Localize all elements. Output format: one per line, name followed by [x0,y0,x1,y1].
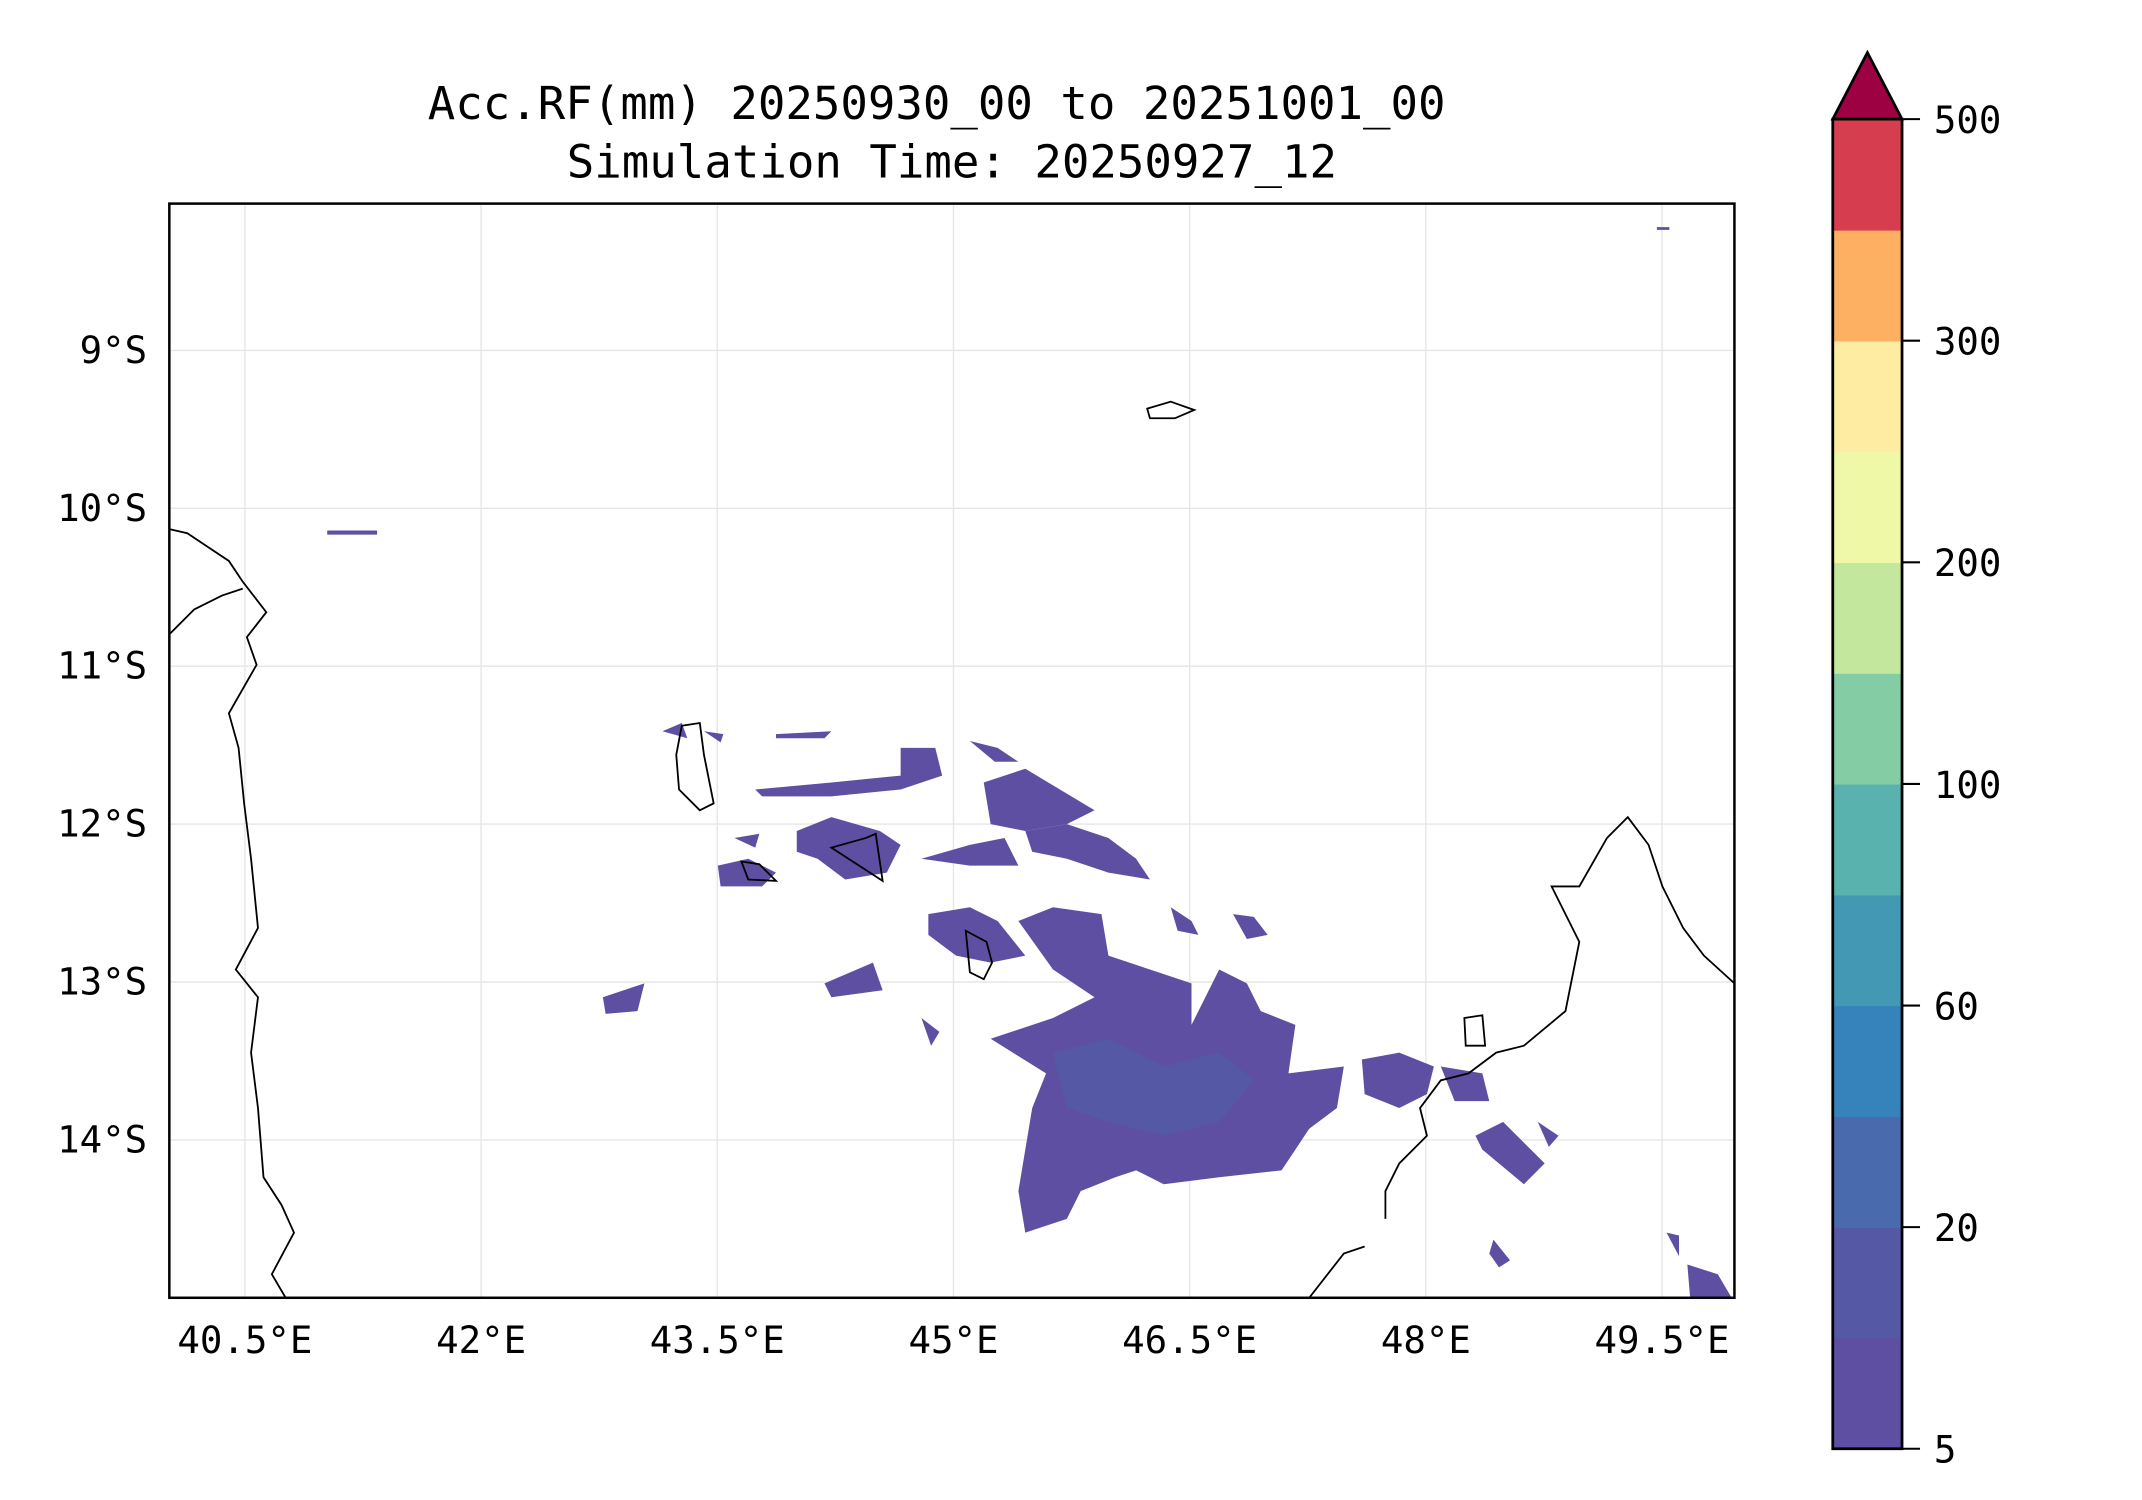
rain-area [327,530,378,535]
rain-area [602,983,645,1014]
y-tick-label: 9°S [80,328,148,372]
colorbar-tick-label: 5 [1934,1428,1957,1472]
rain-area-core [1052,1038,1254,1136]
y-tick-label: 11°S [57,644,147,688]
colorbar-band [1832,340,1903,453]
rain-area [1170,907,1199,935]
rain-area [928,907,1026,963]
colorbar-band [1832,562,1903,674]
rain-area [1475,1121,1545,1185]
x-tick-label: 48°E [1381,1318,1471,1362]
colorbar-band [1832,451,1903,564]
rain-area [1361,1052,1434,1109]
rain-area [1687,1264,1732,1298]
coastline-africa [169,587,244,635]
colorbar-band [1832,894,1903,1007]
colorbar-band [1832,783,1903,896]
y-tick-label: 12°S [57,802,147,846]
island-nosy-be [1463,1014,1487,1047]
y-tick-label: 14°S [57,1117,147,1161]
rain-area [734,833,760,848]
rain-area [775,731,832,739]
rain-area [921,837,1019,866]
chart-subtitle: Simulation Time: 20250927_12 [567,135,1337,188]
colorbar-band [1832,119,1903,231]
gridlines [169,203,1735,1298]
colorbar-band [1832,1116,1903,1228]
colorbar-tick-label: 200 [1934,541,2002,585]
coastline-africa [169,528,295,1298]
x-tick-label: 45°E [908,1318,998,1362]
island-grande-comore [675,721,715,812]
chart-title: Acc.RF(mm) 20250930_00 to 20251001_00 [428,77,1446,130]
rain-area [1537,1121,1559,1147]
colorbar: 5 20 60 100 200 300 500 [1830,49,2002,1472]
x-tick-label: 42°E [436,1318,526,1362]
x-tick-label: 43.5°E [650,1318,785,1362]
plot-frame [168,202,1736,1300]
colorbar-band [1832,1227,1903,1339]
colorbar-tick-label: 300 [1934,320,2002,364]
x-tick-label: 49.5°E [1594,1318,1729,1362]
colorbar-tick-label: 500 [1934,98,2002,142]
rain-area [1489,1239,1511,1268]
colorbar-band [1832,229,1903,342]
colorbar-band [1832,1337,1903,1450]
rain-area [703,731,724,743]
colorbar-band [1832,673,1903,785]
rain-area [921,1018,940,1046]
colorbar-tick-label: 20 [1934,1206,1979,1250]
rain-area [1656,227,1670,230]
rainfall-contours [327,227,1732,1298]
rain-area [1233,914,1268,940]
y-tick-label: 10°S [57,486,147,530]
rain-area [755,747,943,797]
island-anjouan [829,832,884,883]
x-axis: 40.5°E 42°E 43.5°E 45°E 46.5°E 48°E 49.5°E [177,1318,1729,1362]
rain-area [796,817,901,880]
x-tick-label: 46.5°E [1122,1318,1257,1362]
island-moheli [739,860,779,882]
rain-area [1025,824,1150,880]
colorbar-extend-arrow [1830,49,1905,121]
x-tick-label: 40.5°E [177,1318,312,1362]
colorbar-tick-label: 100 [1934,763,2002,807]
colorbar-band [1832,1005,1903,1118]
rain-area [1666,1232,1680,1257]
rain-area [1440,1066,1490,1102]
island-aldabra [1146,400,1197,420]
colorbar-tick-label: 60 [1934,984,1979,1028]
coastlines [169,400,1735,1298]
y-axis: 9°S 10°S 11°S 12°S 13°S 14°S [57,328,147,1161]
rain-area [824,962,883,998]
y-tick-label: 13°S [57,959,147,1003]
rain-area [983,768,1095,832]
island-mayotte [964,929,994,981]
rain-area [969,740,1019,762]
coastline-madagascar [1308,815,1735,1298]
